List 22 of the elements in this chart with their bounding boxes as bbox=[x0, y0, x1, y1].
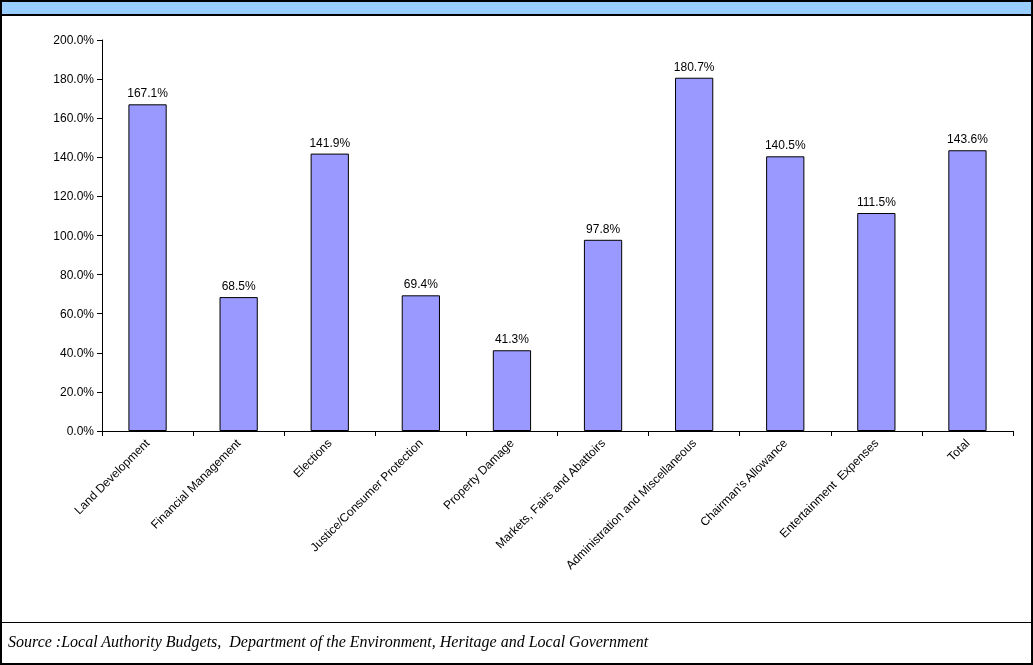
data-label: 68.5% bbox=[221, 279, 256, 294]
data-label: 180.7% bbox=[673, 59, 715, 74]
y-tick-label: 180.0% bbox=[53, 72, 95, 87]
y-tick-label: 140.0% bbox=[53, 150, 95, 165]
data-label: 97.8% bbox=[586, 221, 621, 236]
y-tick-label: 100.0% bbox=[53, 228, 95, 243]
data-label: 111.5% bbox=[856, 195, 897, 210]
data-label: 41.3% bbox=[494, 332, 530, 347]
data-label: 69.4% bbox=[403, 277, 439, 292]
y-tick-label: 160.0% bbox=[53, 111, 95, 126]
y-tick-label: 40.0% bbox=[59, 345, 95, 360]
y-tick-label: 60.0% bbox=[59, 306, 95, 321]
data-label: 167.1% bbox=[127, 86, 169, 101]
data-label: 141.9% bbox=[309, 135, 351, 150]
y-tick-label: 80.0% bbox=[59, 267, 95, 282]
source-note: Source :Local Authority Budgets, Department of the Environment, Heritage and Local Government bbox=[8, 633, 650, 651]
y-tick-label: 120.0% bbox=[53, 189, 95, 204]
y-tick-label: 20.0% bbox=[59, 384, 95, 399]
y-tick-label: 0.0% bbox=[66, 424, 95, 438]
data-label: 140.5% bbox=[764, 138, 806, 153]
y-tick-label: 200.0% bbox=[53, 33, 95, 47]
data-label: 143.6% bbox=[947, 132, 989, 147]
